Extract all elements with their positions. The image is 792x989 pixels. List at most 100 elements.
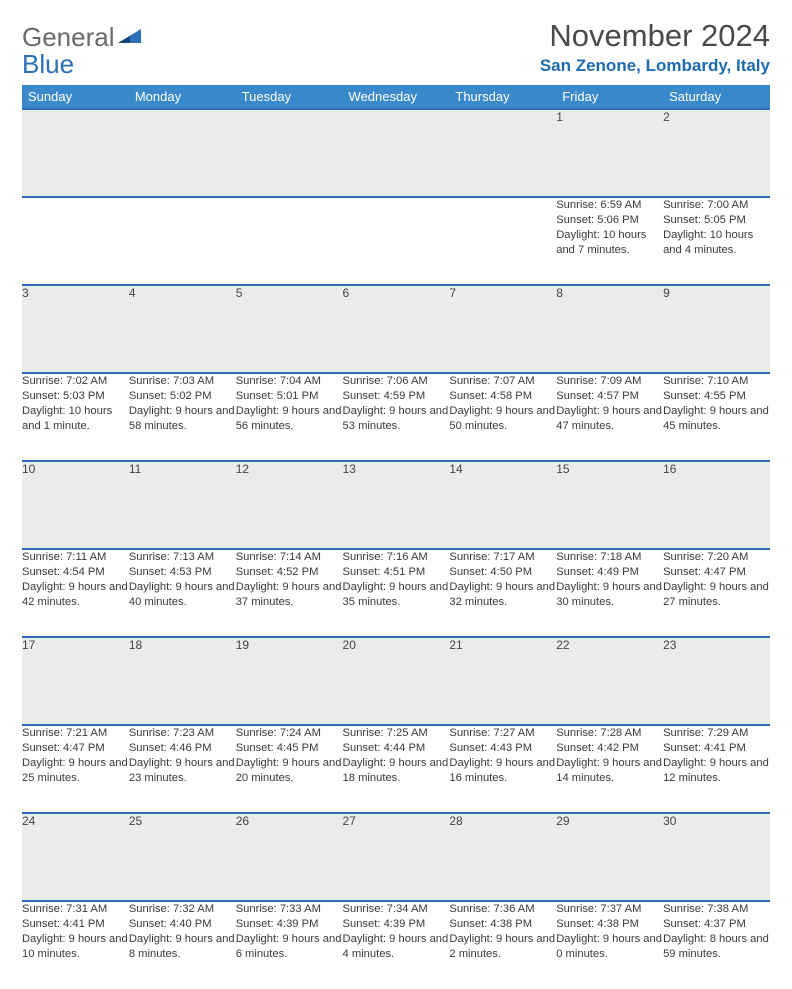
sunset-text: Sunset: 4:44 PM [343, 741, 450, 756]
sunrise-text: Sunrise: 7:37 AM [556, 902, 663, 917]
sunrise-text: Sunrise: 7:24 AM [236, 726, 343, 741]
sunset-text: Sunset: 4:38 PM [449, 917, 556, 932]
day-content-cell: Sunrise: 7:32 AMSunset: 4:40 PMDaylight:… [129, 901, 236, 989]
day-content-cell: Sunrise: 7:00 AMSunset: 5:05 PMDaylight:… [663, 197, 770, 285]
day-content-cell: Sunrise: 7:18 AMSunset: 4:49 PMDaylight:… [556, 549, 663, 637]
daylight-text: Daylight: 9 hours and 2 minutes. [449, 932, 556, 962]
daylight-text: Daylight: 9 hours and 8 minutes. [129, 932, 236, 962]
sunrise-text: Sunrise: 7:34 AM [343, 902, 450, 917]
sunset-text: Sunset: 4:47 PM [663, 565, 770, 580]
day-content-cell: Sunrise: 7:11 AMSunset: 4:54 PMDaylight:… [22, 549, 129, 637]
sunrise-text: Sunrise: 7:10 AM [663, 374, 770, 389]
day-number-cell: 2 [663, 109, 770, 197]
day-number-cell [129, 109, 236, 197]
day-content-cell: Sunrise: 7:29 AMSunset: 4:41 PMDaylight:… [663, 725, 770, 813]
sunrise-text: Sunrise: 7:25 AM [343, 726, 450, 741]
day-content-cell: Sunrise: 7:24 AMSunset: 4:45 PMDaylight:… [236, 725, 343, 813]
day-number-cell: 3 [22, 285, 129, 373]
sunrise-text: Sunrise: 7:13 AM [129, 550, 236, 565]
sunrise-text: Sunrise: 7:11 AM [22, 550, 129, 565]
sunrise-text: Sunrise: 7:31 AM [22, 902, 129, 917]
day-content-cell: Sunrise: 7:13 AMSunset: 4:53 PMDaylight:… [129, 549, 236, 637]
daylight-text: Daylight: 9 hours and 14 minutes. [556, 756, 663, 786]
sunrise-text: Sunrise: 7:32 AM [129, 902, 236, 917]
day-content-cell: Sunrise: 7:16 AMSunset: 4:51 PMDaylight:… [343, 549, 450, 637]
day-content-cell: Sunrise: 7:21 AMSunset: 4:47 PMDaylight:… [22, 725, 129, 813]
sunset-text: Sunset: 4:38 PM [556, 917, 663, 932]
day-number-cell: 10 [22, 461, 129, 549]
sunrise-text: Sunrise: 7:20 AM [663, 550, 770, 565]
daylight-text: Daylight: 9 hours and 53 minutes. [343, 404, 450, 434]
daylight-text: Daylight: 9 hours and 42 minutes. [22, 580, 129, 610]
day-content-cell [22, 197, 129, 285]
day-number-cell: 24 [22, 813, 129, 901]
sunrise-text: Sunrise: 7:03 AM [129, 374, 236, 389]
daylight-text: Daylight: 9 hours and 58 minutes. [129, 404, 236, 434]
day-number-row: 3456789 [22, 285, 770, 373]
daylight-text: Daylight: 9 hours and 18 minutes. [343, 756, 450, 786]
sunset-text: Sunset: 4:37 PM [663, 917, 770, 932]
sunset-text: Sunset: 5:05 PM [663, 213, 770, 228]
day-content-cell [343, 197, 450, 285]
daylight-text: Daylight: 9 hours and 45 minutes. [663, 404, 770, 434]
day-content-cell [129, 197, 236, 285]
sunset-text: Sunset: 4:39 PM [343, 917, 450, 932]
day-content-row: Sunrise: 7:11 AMSunset: 4:54 PMDaylight:… [22, 549, 770, 637]
day-content-cell: Sunrise: 7:25 AMSunset: 4:44 PMDaylight:… [343, 725, 450, 813]
daylight-text: Daylight: 10 hours and 1 minute. [22, 404, 129, 434]
weekday-header: Saturday [663, 85, 770, 109]
day-number-cell: 5 [236, 285, 343, 373]
daylight-text: Daylight: 8 hours and 59 minutes. [663, 932, 770, 962]
sunset-text: Sunset: 4:43 PM [449, 741, 556, 756]
sunset-text: Sunset: 4:54 PM [22, 565, 129, 580]
day-number-cell: 22 [556, 637, 663, 725]
sunrise-text: Sunrise: 7:33 AM [236, 902, 343, 917]
day-number-row: 12 [22, 109, 770, 197]
daylight-text: Daylight: 9 hours and 47 minutes. [556, 404, 663, 434]
day-number-cell [236, 109, 343, 197]
sunrise-text: Sunrise: 7:09 AM [556, 374, 663, 389]
sunrise-text: Sunrise: 7:00 AM [663, 198, 770, 213]
daylight-text: Daylight: 9 hours and 30 minutes. [556, 580, 663, 610]
day-number-cell: 23 [663, 637, 770, 725]
day-content-cell: Sunrise: 7:10 AMSunset: 4:55 PMDaylight:… [663, 373, 770, 461]
weekday-header: Thursday [449, 85, 556, 109]
day-content-cell: Sunrise: 7:38 AMSunset: 4:37 PMDaylight:… [663, 901, 770, 989]
daylight-text: Daylight: 9 hours and 10 minutes. [22, 932, 129, 962]
daylight-text: Daylight: 9 hours and 20 minutes. [236, 756, 343, 786]
sunrise-text: Sunrise: 7:29 AM [663, 726, 770, 741]
month-title: November 2024 [540, 18, 770, 54]
day-content-cell: Sunrise: 7:37 AMSunset: 4:38 PMDaylight:… [556, 901, 663, 989]
day-number-cell: 20 [343, 637, 450, 725]
day-number-cell: 27 [343, 813, 450, 901]
sunset-text: Sunset: 4:41 PM [22, 917, 129, 932]
day-content-cell: Sunrise: 7:36 AMSunset: 4:38 PMDaylight:… [449, 901, 556, 989]
weekday-header-row: Sunday Monday Tuesday Wednesday Thursday… [22, 85, 770, 109]
weekday-header: Sunday [22, 85, 129, 109]
day-content-cell: Sunrise: 7:34 AMSunset: 4:39 PMDaylight:… [343, 901, 450, 989]
daylight-text: Daylight: 9 hours and 32 minutes. [449, 580, 556, 610]
day-number-cell: 25 [129, 813, 236, 901]
weekday-header: Wednesday [343, 85, 450, 109]
day-content-cell: Sunrise: 7:04 AMSunset: 5:01 PMDaylight:… [236, 373, 343, 461]
day-content-cell: Sunrise: 7:03 AMSunset: 5:02 PMDaylight:… [129, 373, 236, 461]
day-content-row: Sunrise: 7:21 AMSunset: 4:47 PMDaylight:… [22, 725, 770, 813]
sunset-text: Sunset: 4:50 PM [449, 565, 556, 580]
daylight-text: Daylight: 9 hours and 37 minutes. [236, 580, 343, 610]
daylight-text: Daylight: 9 hours and 16 minutes. [449, 756, 556, 786]
sunrise-text: Sunrise: 7:02 AM [22, 374, 129, 389]
sunset-text: Sunset: 5:02 PM [129, 389, 236, 404]
day-content-cell: Sunrise: 7:17 AMSunset: 4:50 PMDaylight:… [449, 549, 556, 637]
day-number-cell: 6 [343, 285, 450, 373]
day-number-cell: 21 [449, 637, 556, 725]
sunrise-text: Sunrise: 7:17 AM [449, 550, 556, 565]
daylight-text: Daylight: 9 hours and 6 minutes. [236, 932, 343, 962]
daylight-text: Daylight: 9 hours and 0 minutes. [556, 932, 663, 962]
day-content-cell: Sunrise: 7:07 AMSunset: 4:58 PMDaylight:… [449, 373, 556, 461]
day-number-cell: 13 [343, 461, 450, 549]
sunset-text: Sunset: 5:01 PM [236, 389, 343, 404]
triangle-icon [118, 22, 142, 49]
day-number-row: 10111213141516 [22, 461, 770, 549]
sunrise-text: Sunrise: 7:14 AM [236, 550, 343, 565]
day-number-row: 24252627282930 [22, 813, 770, 901]
